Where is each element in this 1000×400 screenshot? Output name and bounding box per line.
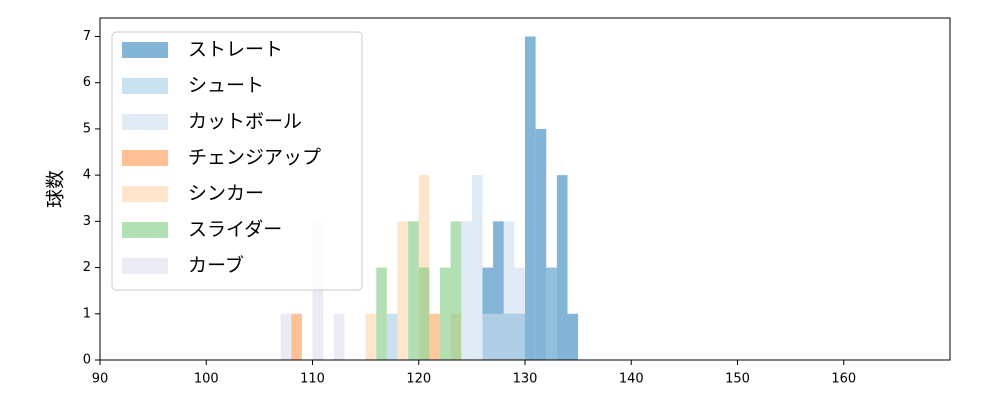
- legend-text: チェンジアップ: [188, 147, 321, 169]
- legend-swatch: [122, 78, 168, 94]
- x-tick-label: 150: [725, 372, 750, 387]
- bar: [546, 267, 557, 360]
- y-tick-label: 7: [83, 29, 91, 44]
- bar: [397, 221, 409, 360]
- bar: [333, 313, 345, 360]
- bar: [429, 313, 440, 360]
- legend-swatch: [122, 222, 168, 238]
- legend-text: カットボール: [188, 111, 302, 133]
- bar: [450, 221, 462, 360]
- legend-swatch: [122, 258, 168, 274]
- bar: [525, 36, 536, 361]
- y-tick-label: 5: [83, 121, 91, 136]
- bar: [291, 313, 302, 360]
- legend-swatch: [122, 150, 168, 166]
- bar: [535, 128, 547, 360]
- y-tick-label: 4: [83, 168, 91, 183]
- legend-box: [111, 31, 363, 291]
- x-tick-label: 120: [406, 372, 431, 387]
- x-tick-label: 110: [300, 372, 325, 387]
- bar: [493, 221, 504, 360]
- bar: [556, 175, 568, 360]
- x-tick-label: 160: [831, 372, 856, 387]
- legend-text: シュート: [188, 75, 264, 97]
- bar: [376, 267, 387, 360]
- legend-text: シンカー: [188, 183, 264, 205]
- x-tick-label: 100: [194, 372, 219, 387]
- bar: [482, 313, 494, 360]
- legend-swatch: [122, 114, 168, 130]
- x-tick-label: 90: [92, 372, 109, 387]
- bar: [514, 267, 525, 360]
- y-tick-label: 1: [83, 306, 91, 321]
- y-tick-label: 3: [83, 214, 91, 229]
- y-tick-label: 0: [83, 353, 91, 368]
- bar: [440, 267, 451, 360]
- bar: [408, 221, 419, 360]
- bar: [567, 313, 579, 360]
- bar: [461, 221, 472, 360]
- bar: [418, 267, 430, 360]
- legend-swatch: [122, 186, 168, 202]
- bar: [365, 313, 377, 360]
- legend-text: カーブ: [188, 254, 244, 277]
- y-tick-label: 6: [83, 75, 91, 90]
- y-tick-label: 2: [83, 260, 91, 275]
- legend-swatch: [122, 42, 168, 58]
- legend-text: スライダー: [188, 219, 282, 241]
- bar: [503, 221, 515, 360]
- legend-text: ストレート: [188, 39, 283, 61]
- bar: [471, 175, 483, 360]
- bar: [386, 313, 398, 360]
- bar: [312, 221, 324, 360]
- bar: [280, 313, 292, 360]
- bar: [493, 313, 504, 360]
- y-axis-label: 球数: [45, 170, 67, 208]
- x-tick-label: 140: [619, 372, 644, 387]
- x-tick-label: 130: [513, 372, 538, 387]
